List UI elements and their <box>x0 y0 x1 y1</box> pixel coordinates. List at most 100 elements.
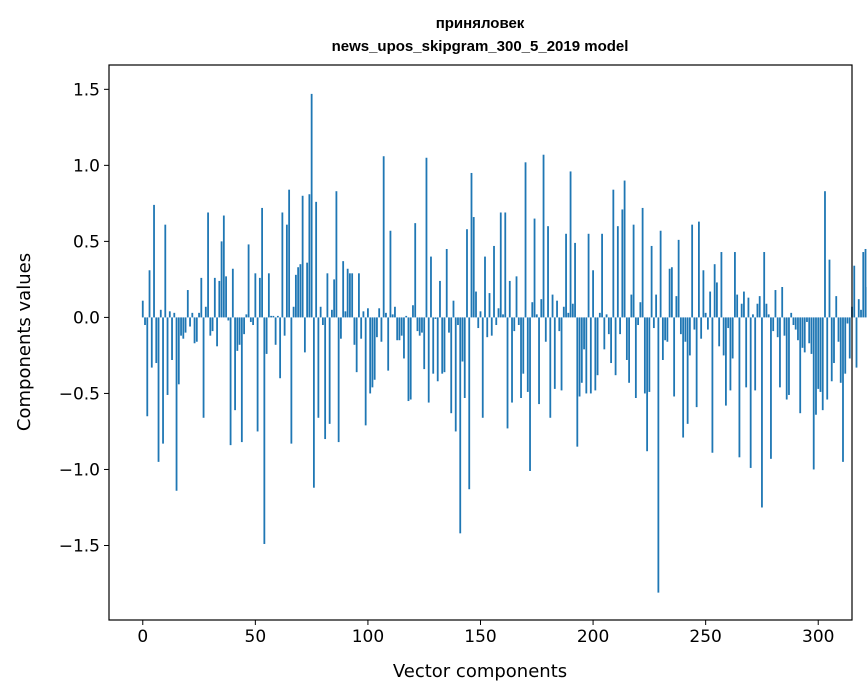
bar <box>553 317 556 389</box>
bar <box>844 317 847 374</box>
bar <box>283 317 286 336</box>
bar <box>828 259 831 318</box>
bar <box>511 317 513 403</box>
bar <box>398 317 401 341</box>
bar <box>502 314 504 318</box>
bar <box>668 268 671 318</box>
bar <box>824 191 826 318</box>
bar <box>229 317 232 446</box>
bar <box>351 273 354 318</box>
bar <box>749 317 752 468</box>
x-tick-label: 0 <box>137 627 148 647</box>
bar <box>285 224 288 318</box>
bar <box>740 303 743 318</box>
bar <box>583 317 585 350</box>
bar <box>833 317 835 364</box>
bar <box>826 317 829 400</box>
bar <box>517 317 520 326</box>
bar <box>731 317 734 359</box>
bar <box>772 317 775 332</box>
bar <box>815 317 817 415</box>
bar <box>544 317 547 342</box>
bar <box>389 230 392 318</box>
bar <box>186 290 189 318</box>
plot-frame <box>108 64 853 621</box>
bar <box>794 317 797 330</box>
bar <box>763 252 766 318</box>
bar <box>839 317 842 383</box>
bar <box>294 274 297 318</box>
bar <box>166 317 169 395</box>
bar <box>340 317 342 339</box>
bar <box>797 317 799 341</box>
bar <box>168 311 171 318</box>
bar <box>337 317 340 443</box>
bar <box>792 317 795 326</box>
bar <box>159 309 162 318</box>
bar <box>470 172 473 318</box>
bar <box>254 273 257 318</box>
bar <box>601 233 603 318</box>
bar <box>679 317 682 335</box>
bar <box>236 317 239 351</box>
bar <box>195 317 198 342</box>
x-tick-label: 150 <box>464 627 496 647</box>
bar <box>713 264 716 318</box>
bar <box>427 317 430 403</box>
bar <box>360 317 363 339</box>
bar <box>191 312 194 318</box>
bar <box>272 315 275 318</box>
bar <box>249 317 252 322</box>
bar <box>281 212 284 318</box>
bar <box>716 282 718 318</box>
bar <box>704 312 707 318</box>
bar <box>394 306 396 318</box>
x-tick-label: 100 <box>352 627 384 647</box>
bar <box>405 315 408 318</box>
bar <box>184 317 187 333</box>
bar <box>612 189 615 318</box>
bar <box>319 306 322 318</box>
bar <box>423 317 426 370</box>
bar <box>639 302 642 318</box>
bar <box>153 204 155 318</box>
bar <box>342 261 345 318</box>
bar <box>781 287 784 318</box>
bar <box>743 291 745 318</box>
bar <box>634 317 637 398</box>
bar <box>443 317 446 373</box>
bar <box>157 317 160 462</box>
bar <box>842 317 844 462</box>
bar <box>454 317 457 432</box>
bar <box>756 303 759 318</box>
bar <box>477 317 480 329</box>
bar <box>380 317 383 342</box>
bar <box>499 212 502 318</box>
bar <box>659 230 662 318</box>
bar <box>497 308 500 318</box>
bar <box>707 317 709 330</box>
bar <box>396 317 399 341</box>
bar <box>263 317 266 544</box>
bar <box>412 305 414 318</box>
bar <box>776 317 779 338</box>
bar <box>213 277 216 318</box>
bar <box>630 294 633 318</box>
bar <box>202 317 205 418</box>
bar <box>484 256 486 318</box>
bar <box>790 312 793 318</box>
bar <box>461 317 464 362</box>
bar <box>270 315 273 318</box>
bar <box>803 317 806 353</box>
bar <box>646 317 649 452</box>
bar <box>725 317 727 406</box>
bar <box>846 317 849 324</box>
bar <box>506 317 509 429</box>
bar <box>625 317 628 360</box>
bar <box>508 280 511 318</box>
bar <box>358 273 360 318</box>
bar <box>549 317 552 418</box>
bar <box>198 312 200 318</box>
y-tick-label: 0.0 <box>73 308 100 328</box>
